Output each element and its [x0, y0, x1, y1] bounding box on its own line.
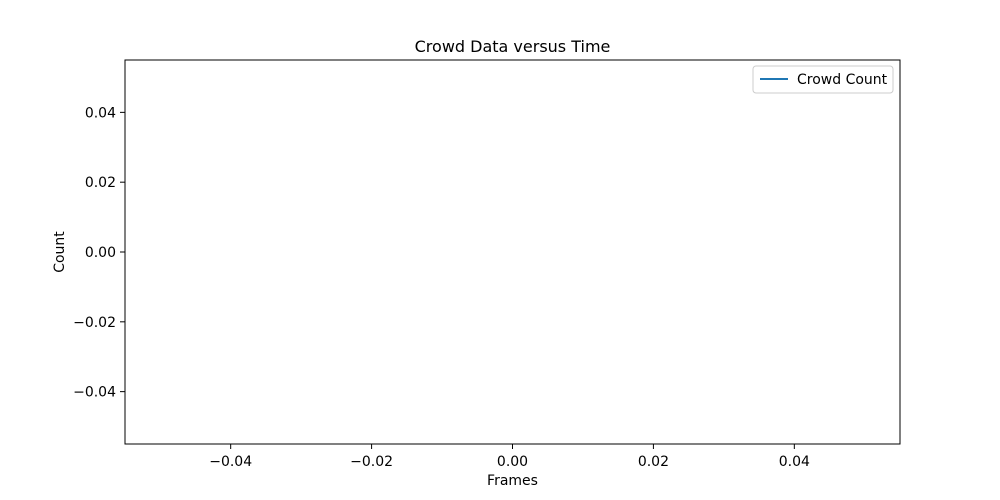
y-tick-label: 0.02: [85, 175, 116, 191]
y-axis-ticks: 0.04 0.02 0.00 −0.02 −0.04: [73, 105, 125, 400]
x-tick-label: 0.04: [779, 454, 810, 470]
y-tick-label: −0.04: [73, 385, 116, 401]
x-axis-title: Frames: [487, 473, 538, 489]
y-tick-label: 0.00: [85, 245, 116, 261]
x-tick-label: −0.04: [209, 454, 252, 470]
x-tick-label: −0.02: [350, 454, 393, 470]
x-axis-ticks: −0.04 −0.02 0.00 0.02 0.04: [209, 444, 810, 470]
x-tick-label: 0.00: [497, 454, 528, 470]
legend: Crowd Count: [753, 66, 893, 93]
y-axis-title: Count: [52, 231, 68, 273]
y-tick-label: −0.02: [73, 315, 116, 331]
x-tick-label: 0.02: [638, 454, 669, 470]
y-tick-label: 0.04: [85, 105, 116, 121]
plot-area: [125, 60, 900, 444]
legend-label-crowd-count: Crowd Count: [797, 72, 888, 88]
chart-title: Crowd Data versus Time: [415, 37, 611, 56]
